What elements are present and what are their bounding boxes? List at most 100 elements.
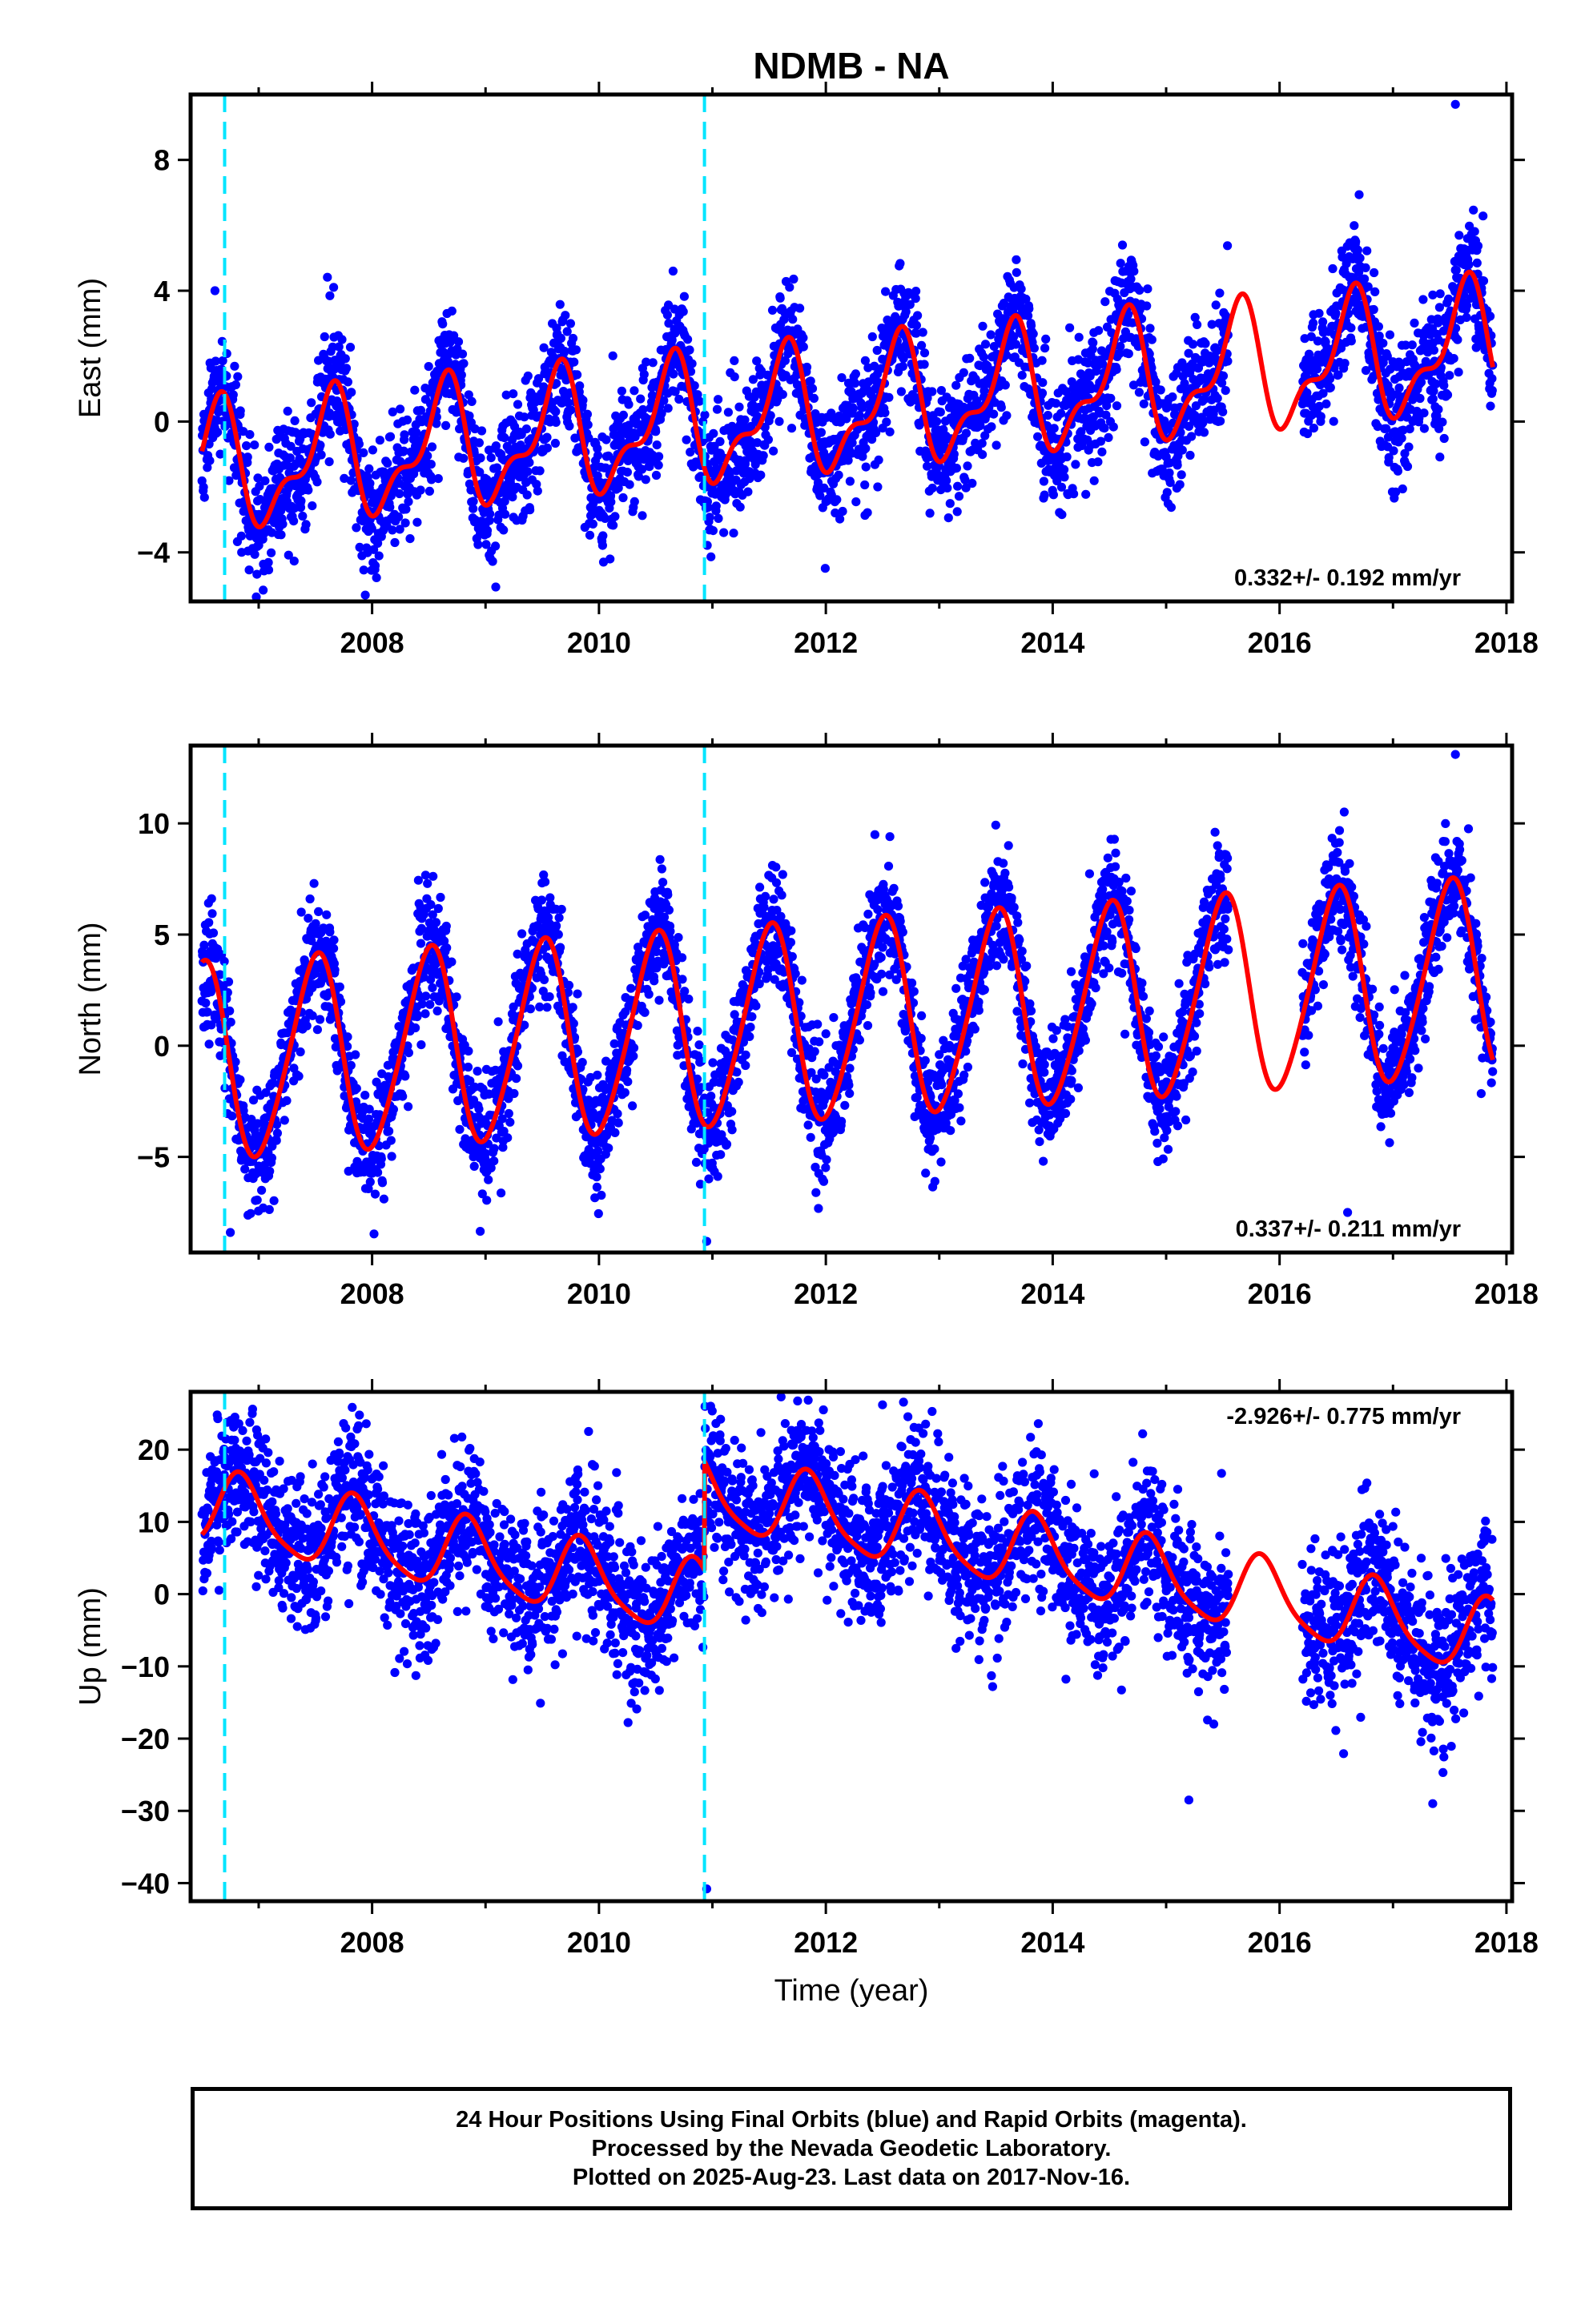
data-point bbox=[667, 336, 677, 345]
data-point bbox=[314, 907, 324, 916]
data-point bbox=[1415, 393, 1425, 404]
data-point bbox=[207, 909, 217, 919]
data-point bbox=[352, 1084, 361, 1093]
data-point bbox=[711, 501, 721, 511]
data-point bbox=[465, 411, 474, 420]
data-point bbox=[1389, 446, 1398, 456]
data-point-outlier bbox=[237, 548, 247, 557]
data-point bbox=[416, 939, 426, 948]
data-point bbox=[861, 462, 871, 472]
data-point bbox=[752, 356, 762, 366]
data-point bbox=[541, 877, 550, 887]
chart-title: NDMB - NA bbox=[753, 45, 949, 86]
data-point bbox=[489, 1156, 499, 1166]
data-point bbox=[780, 356, 790, 365]
data-point bbox=[372, 573, 381, 583]
data-point bbox=[766, 411, 775, 420]
data-point bbox=[341, 364, 352, 373]
data-point bbox=[390, 537, 400, 548]
data-point bbox=[687, 359, 697, 368]
data-point bbox=[1037, 356, 1047, 365]
data-point bbox=[469, 497, 478, 506]
data-point bbox=[979, 352, 988, 362]
data-point bbox=[298, 511, 308, 521]
data-point bbox=[387, 1152, 396, 1161]
data-point bbox=[1354, 190, 1364, 199]
data-point bbox=[325, 927, 335, 937]
data-point bbox=[809, 393, 819, 403]
data-point bbox=[340, 354, 350, 364]
data-point bbox=[1469, 205, 1478, 215]
data-point bbox=[674, 394, 684, 404]
data-point bbox=[491, 582, 501, 592]
data-point bbox=[1486, 312, 1495, 321]
data-point bbox=[919, 360, 929, 369]
data-point bbox=[723, 408, 734, 417]
data-point bbox=[557, 904, 566, 915]
data-point bbox=[330, 965, 340, 975]
data-point bbox=[1487, 386, 1497, 396]
data-point bbox=[1416, 377, 1426, 387]
data-point bbox=[1040, 344, 1050, 353]
data-point bbox=[1168, 392, 1177, 402]
data-point bbox=[743, 487, 753, 497]
data-point bbox=[334, 342, 344, 352]
data-point bbox=[1057, 510, 1067, 520]
data-point bbox=[386, 1136, 396, 1145]
data-point bbox=[1309, 424, 1318, 433]
data-point bbox=[420, 1009, 430, 1019]
data-point bbox=[359, 565, 368, 575]
data-point bbox=[503, 1133, 513, 1143]
data-point bbox=[211, 356, 220, 366]
data-point bbox=[369, 1229, 379, 1239]
data-point bbox=[1397, 433, 1406, 443]
data-point bbox=[243, 452, 252, 462]
data-point bbox=[624, 400, 634, 409]
data-point bbox=[346, 476, 356, 485]
data-point bbox=[664, 319, 674, 328]
data-point bbox=[1037, 388, 1048, 398]
data-point bbox=[795, 304, 805, 313]
data-point bbox=[1038, 378, 1048, 388]
data-point bbox=[1117, 240, 1128, 250]
data-point bbox=[441, 921, 451, 931]
data-point bbox=[1223, 356, 1233, 366]
data-point bbox=[532, 480, 541, 489]
data-point bbox=[416, 1040, 426, 1050]
data-point bbox=[225, 1006, 235, 1015]
data-point bbox=[624, 420, 634, 430]
data-point bbox=[423, 451, 432, 460]
data-point bbox=[1173, 460, 1182, 470]
data-point bbox=[455, 424, 465, 434]
data-point bbox=[595, 1164, 605, 1174]
data-point bbox=[501, 390, 511, 400]
data-point bbox=[1094, 326, 1104, 336]
data-point bbox=[312, 1025, 322, 1035]
data-point bbox=[402, 415, 412, 425]
data-point bbox=[523, 371, 533, 381]
data-point bbox=[593, 1208, 603, 1219]
data-point bbox=[654, 460, 663, 470]
data-point bbox=[377, 1178, 388, 1188]
data-point bbox=[345, 343, 356, 352]
data-point bbox=[851, 497, 861, 507]
data-point bbox=[323, 272, 332, 282]
data-point bbox=[493, 1017, 503, 1027]
data-point bbox=[714, 513, 723, 524]
data-point bbox=[1185, 450, 1195, 460]
data-point bbox=[987, 422, 996, 432]
data-point bbox=[265, 1166, 275, 1176]
data-point bbox=[1478, 211, 1488, 221]
data-point bbox=[556, 943, 565, 952]
data-point bbox=[482, 525, 493, 536]
data-point bbox=[578, 396, 588, 405]
data-point bbox=[560, 346, 569, 356]
data-point bbox=[588, 519, 598, 529]
x-tick-label: 2016 bbox=[1248, 626, 1312, 659]
data-point bbox=[654, 452, 664, 461]
data-point bbox=[1385, 330, 1394, 340]
data-point bbox=[522, 490, 532, 500]
data-point bbox=[575, 381, 585, 391]
